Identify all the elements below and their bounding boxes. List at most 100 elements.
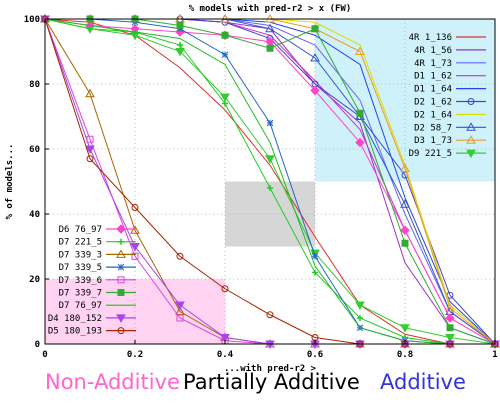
x-tick-label-2: 0.4 <box>217 350 234 360</box>
series-13-point-4 <box>221 51 229 59</box>
series-18-point-2 <box>131 204 139 211</box>
legend-label-9: D9 221_5 <box>409 149 452 159</box>
legend-label-10: D6 76_97 <box>59 225 102 235</box>
series-15-point-4 <box>221 31 229 39</box>
series-16 <box>44 18 495 345</box>
series-8-point-8 <box>400 163 410 172</box>
region-label-additive: Additive <box>380 370 466 394</box>
legend-label-8: D3 1_73 <box>414 136 452 146</box>
legend-label-16: D7 76_97 <box>59 301 102 311</box>
series-7-point-6 <box>310 52 320 62</box>
x-tick-label-4: 0.8 <box>397 350 413 360</box>
tick-layer: 0 0.2 0.4 0.6 0.8 1 0 20 40 60 80 100 <box>24 15 498 360</box>
legend-marker-8 <box>466 135 476 144</box>
legend-marker-10 <box>116 224 126 234</box>
series-10-point-9 <box>445 313 455 323</box>
series-18-point-4 <box>221 285 229 293</box>
legend: 4R 1_136 4R 1_56 4R 1_73 D1 1_62 D1 1_64 D2 1… <box>48 33 486 337</box>
series-15-point-9 <box>446 324 454 332</box>
series-11-point-4 <box>222 100 228 107</box>
region-2 <box>315 19 495 182</box>
y-tick-label-2: 40 <box>29 210 40 220</box>
series-15-point-3 <box>176 22 184 29</box>
series-9-point-5 <box>265 155 275 164</box>
series-7-point-8 <box>400 199 410 208</box>
series-18-point-1 <box>86 155 94 163</box>
x-tick-label-1: 0.2 <box>127 350 143 360</box>
series-8-point-7 <box>355 46 365 55</box>
y-tick-label-3: 60 <box>29 145 40 155</box>
legend-marker-15 <box>117 289 125 296</box>
legend-marker-13 <box>117 263 125 271</box>
legend-marker-5 <box>467 98 475 105</box>
region-label-non-additive: Non-Additive <box>45 370 180 394</box>
series-13-point-5 <box>266 119 274 127</box>
legend-marker-9 <box>466 149 476 159</box>
legend-label-5: D2 1_62 <box>414 98 452 108</box>
series-line-16 <box>44 18 495 345</box>
legend-label-17: D4 180_152 <box>48 314 102 324</box>
legend-label-4: D1 1_64 <box>414 85 452 95</box>
legend-marker-7 <box>466 122 476 131</box>
series-11-point-1 <box>87 25 93 32</box>
plot-frame <box>44 18 496 345</box>
y-tick-label-1: 20 <box>29 275 40 285</box>
y-axis-label: % of models... <box>5 144 15 220</box>
series-9-point-3 <box>175 48 185 57</box>
y-tick-label-4: 80 <box>29 80 40 90</box>
series-15-point-8 <box>401 239 409 247</box>
series-12-point-2 <box>130 225 140 234</box>
series-17-point-4 <box>220 334 230 343</box>
series-9-point-9 <box>445 334 455 343</box>
legend-label-15: D7 339_7 <box>59 289 102 299</box>
x-tick-label-0: 0 <box>42 350 47 360</box>
legend-marker-18 <box>117 327 125 335</box>
legend-label-12: D7 339_3 <box>59 250 102 260</box>
series-14-point-2 <box>131 252 139 260</box>
series-10-point-8 <box>400 225 410 235</box>
series-18-point-5 <box>266 311 274 319</box>
legend-label-11: D7 221_5 <box>59 238 102 248</box>
series-14-point-3 <box>176 314 184 322</box>
legend-label-2: 4R 1_73 <box>414 59 452 69</box>
series-9-point-7 <box>355 301 365 311</box>
series-11-point-3 <box>177 42 183 48</box>
legend-label-18: D5 180_193 <box>48 327 102 337</box>
series-11-point-5 <box>267 185 273 191</box>
x-axis-label: ...with pred-r2 > <box>224 363 317 374</box>
legend-marker-11 <box>118 238 124 245</box>
x-tick-label-5: 1 <box>492 350 497 360</box>
legend-marker-14 <box>117 276 125 284</box>
series-10-point-6 <box>310 85 320 96</box>
series-7-point-5 <box>265 23 275 33</box>
y-tick-label-0: 0 <box>35 340 40 350</box>
y-tick-label-5: 100 <box>24 15 40 25</box>
series-15-point-7 <box>356 109 364 117</box>
legend-marker-12 <box>116 249 126 258</box>
series-17-point-3 <box>175 301 185 311</box>
series-13-point-6 <box>311 252 319 260</box>
legend-label-13: D7 339_5 <box>59 263 102 273</box>
legend-label-1: 4R 1_56 <box>414 46 452 56</box>
legend-label-3: D1 1_62 <box>414 72 452 82</box>
series-12-point-1 <box>85 88 95 98</box>
legend-label-7: D2 58_7 <box>414 123 452 133</box>
series-10-point-7 <box>355 137 365 148</box>
legend-label-14: D7 339_6 <box>59 276 102 286</box>
series-17-point-2 <box>130 243 140 252</box>
region-label-partially-additive: Partially Additive <box>183 370 360 394</box>
series-9-point-8 <box>400 324 410 333</box>
series-18-point-3 <box>176 252 184 260</box>
legend-label-6: D2 1_64 <box>414 110 452 120</box>
x-tick-label-3: 0.6 <box>307 350 323 360</box>
series-17-point-1 <box>85 145 95 155</box>
series-15-point-6 <box>311 25 319 33</box>
series-11-point-6 <box>312 269 318 276</box>
legend-marker-17 <box>116 314 126 323</box>
chart-title: % models with pred-r2 > x (FW) <box>189 3 352 14</box>
series-11-point-7 <box>357 315 363 321</box>
series-8-point-9 <box>445 303 455 312</box>
series-9-point-4 <box>220 93 230 103</box>
legend-label-0: 4R 1_136 <box>409 33 452 43</box>
